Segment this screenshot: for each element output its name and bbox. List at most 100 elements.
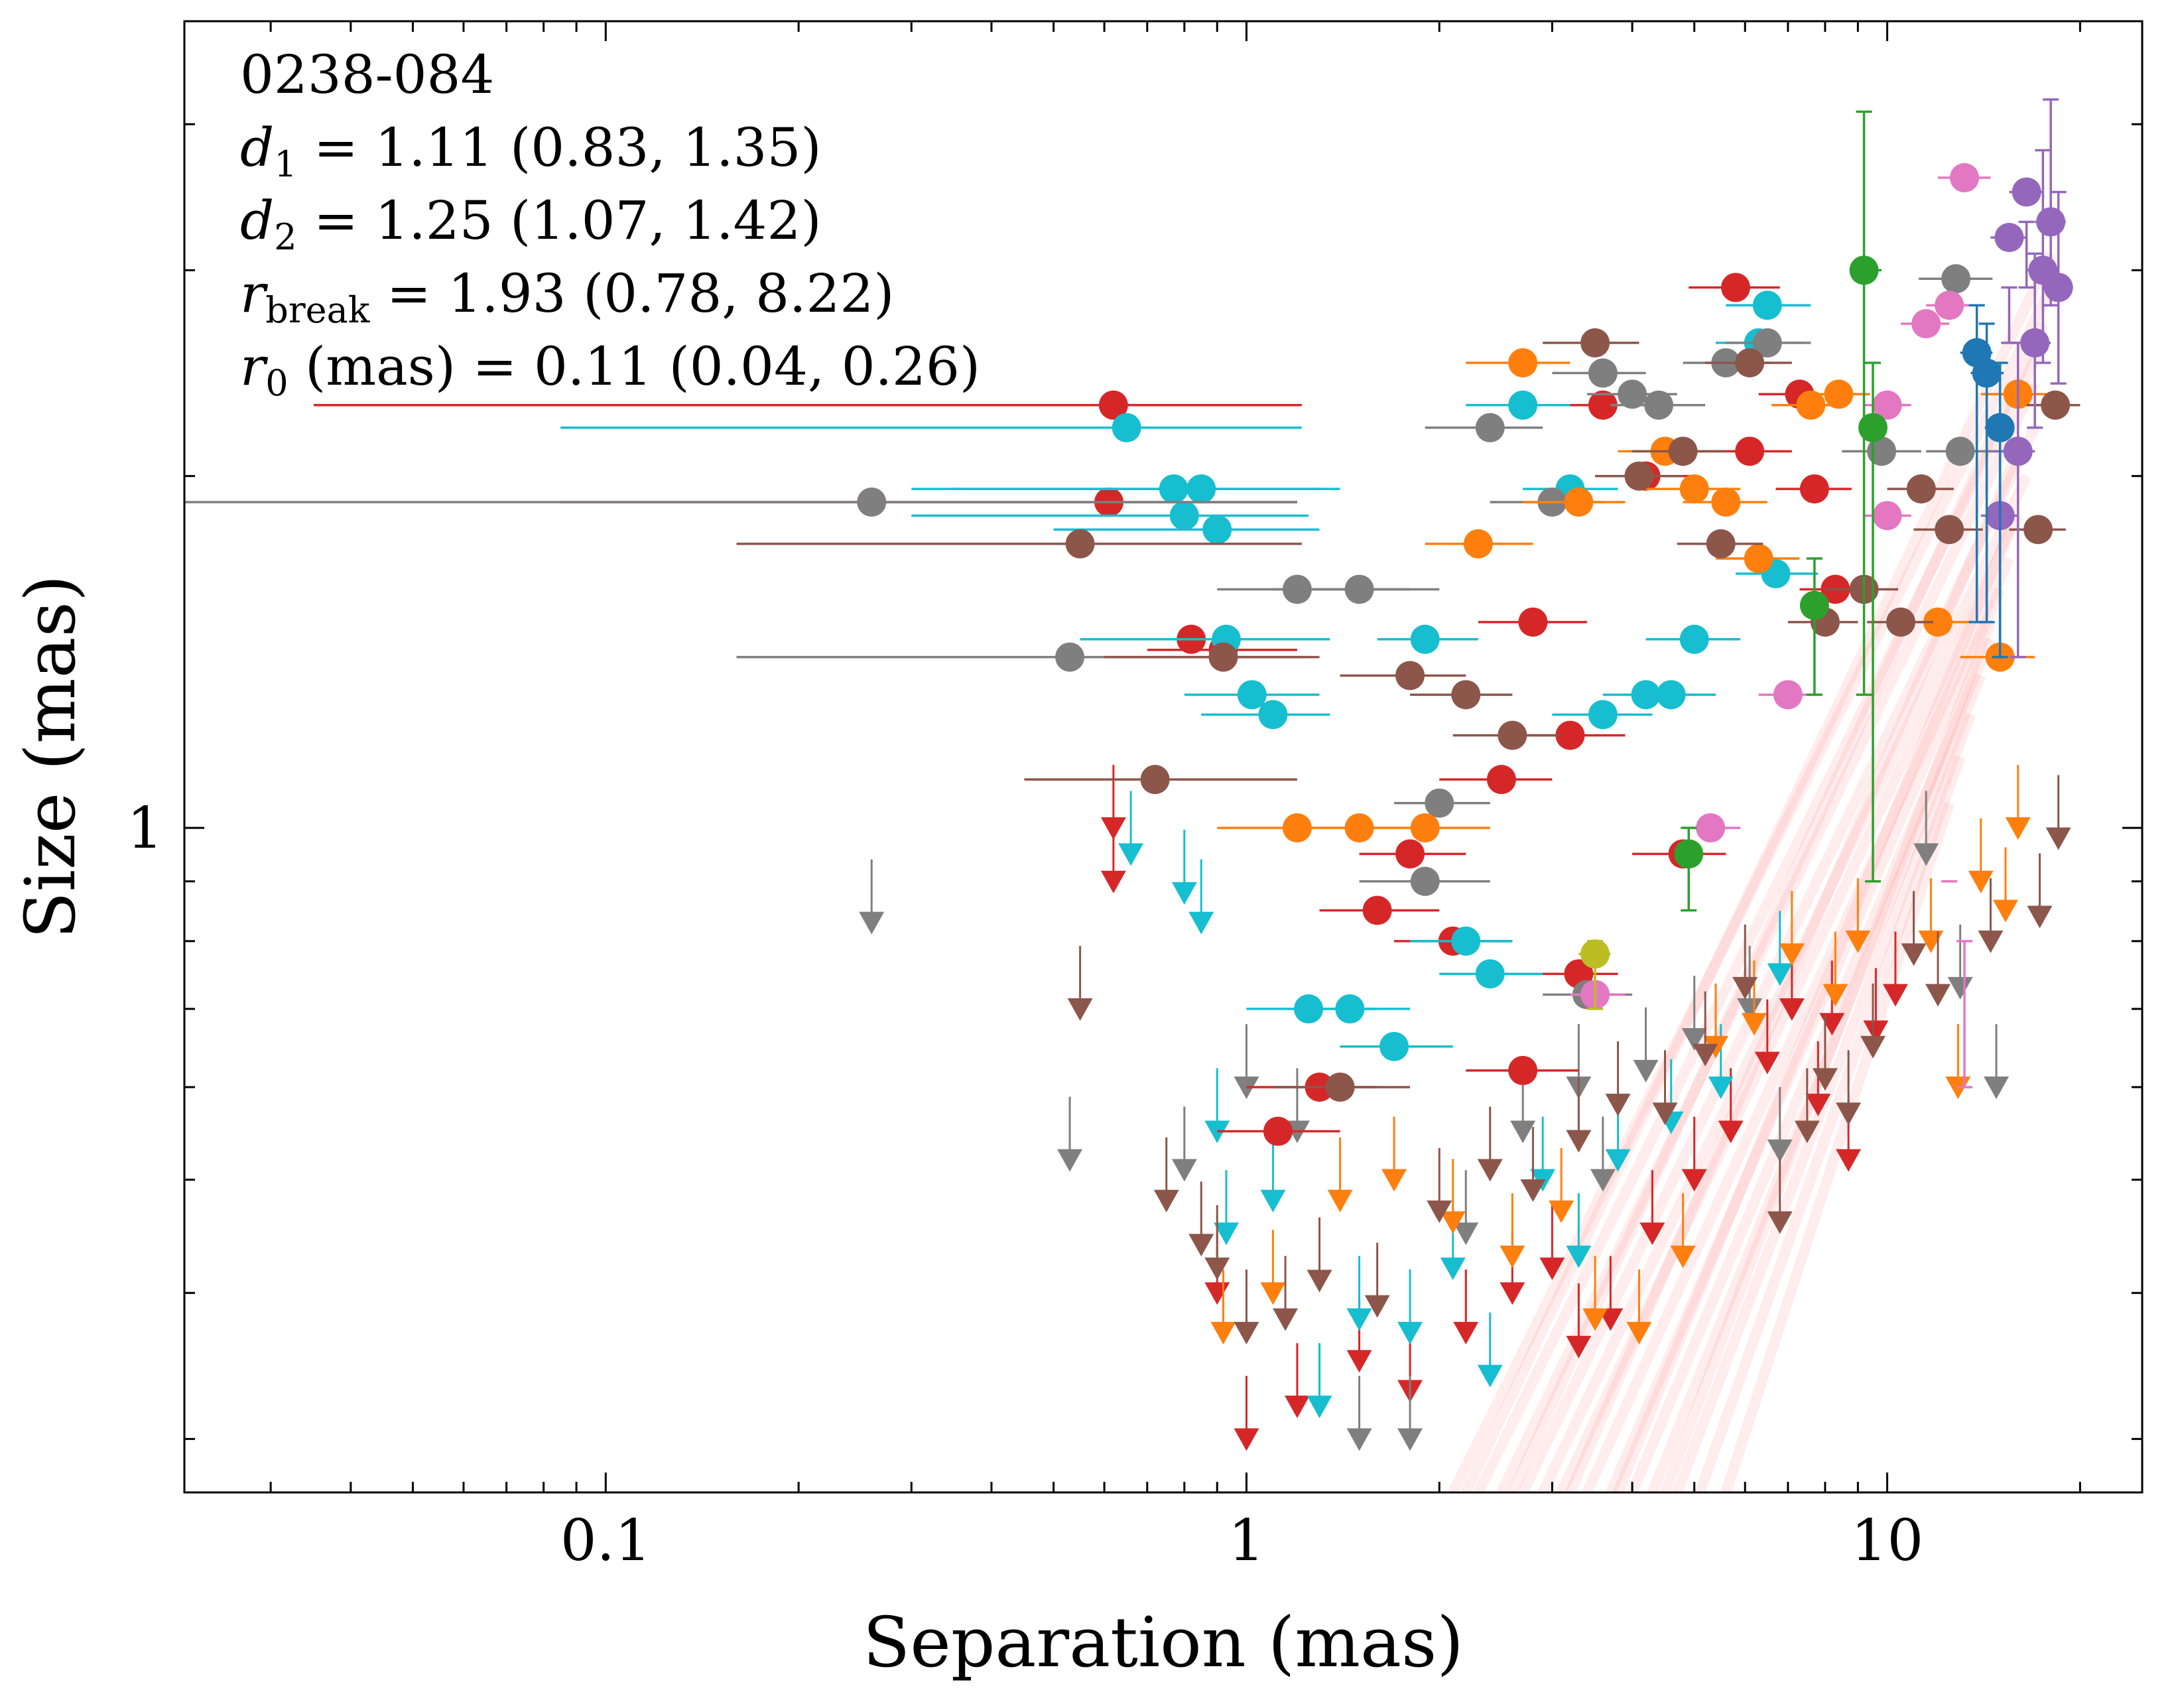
data-point-cyan [1645,624,1741,654]
data-point-gray [1394,788,1490,818]
data-marker [1911,309,1941,339]
data-marker [1463,529,1493,558]
x-tick-label: 0.1 [560,1508,651,1574]
data-marker [1580,328,1610,358]
data-point-brown [1273,1072,1411,1102]
y-axis-label: Size (mas) [10,574,91,939]
data-marker [1498,720,1527,750]
data-marker [1950,163,1980,192]
fit-parameter-0: d1 = 1.11 (0.83, 1.35) [240,117,822,185]
data-marker [1410,624,1440,654]
upper-limit-marker-orange [1741,1013,1767,1036]
data-marker [1720,273,1750,302]
data-marker [1752,291,1782,320]
data-point-cyan [1410,926,1513,956]
data-point-cyan [1552,700,1653,730]
data-marker [1624,461,1654,491]
model-fit-line [1613,527,2014,1492]
upper-limit-marker-red [1779,998,1805,1021]
fit-parameter-1: d2 = 1.25 (1.07, 1.42) [240,190,822,258]
data-point-green [1849,110,1882,696]
data-marker [1945,436,1975,466]
x-tick-label: 10 [1851,1508,1923,1574]
data-point-cyan [1297,994,1411,1024]
upper-limit-marker-red [1346,1350,1372,1373]
upper-limit-marker-brown [1234,1321,1259,1345]
data-point-brown [736,529,1302,558]
upper-limit-marker-orange [1500,1245,1525,1268]
upper-limit-marker-brown [2045,827,2071,850]
upper-limit-marker-gray [1510,1120,1536,1144]
upper-limit-marker-orange [1779,943,1805,966]
data-marker [1588,390,1618,420]
upper-limit-marker-cyan [1767,963,1793,986]
upper-limit-marker-cyan [1307,1395,1332,1418]
data-point-gray [1726,328,1811,358]
upper-limit-marker-cyan [1566,1245,1592,1268]
upper-limit-marker-gray [1397,1428,1423,1451]
upper-limit-marker-cyan [1605,1149,1631,1172]
upper-limit-marker-orange [1549,1200,1574,1223]
data-point-cyan [954,474,1340,504]
upper-limit-marker-red [1539,1257,1565,1280]
data-point-purple [2009,177,2043,289]
upper-limit-marker-cyan [1440,1257,1466,1280]
data-marker [1735,436,1765,466]
data-point-cyan [1625,680,1716,710]
data-marker [857,487,887,517]
upper-limit-marker-orange [1968,870,1994,893]
data-marker [1799,590,1829,620]
data-point-gray [1926,436,1997,466]
upper-limit-marker-brown [1693,1043,1718,1067]
upper-limit-marker-red [1681,1169,1707,1192]
fit-parameter-2: rbreak = 1.93 (0.78, 8.22) [240,263,895,331]
upper-limit-marker-cyan [1118,843,1144,866]
upper-limit-marker-brown [1812,1068,1838,1091]
data-marker [2012,177,2041,207]
upper-limit-marker-cyan [1397,1321,1423,1345]
data-point-red [1775,474,1852,504]
data-marker [1258,700,1288,730]
upper-limit-marker-gray [1171,1159,1197,1182]
upper-limit-marker-brown [1188,1234,1214,1257]
data-point-brown [1913,515,1983,545]
data-point-red [1689,273,1780,302]
data-marker [1564,487,1594,517]
data-point-brown [1887,474,1954,504]
data-marker [1744,544,1773,574]
upper-limit-marker-gray [1633,1059,1659,1083]
data-point-orange [1523,487,1626,517]
upper-limit-marker-orange [1626,1321,1652,1345]
upper-limit-marker-brown [1204,1257,1230,1280]
data-marker [1395,661,1425,690]
data-point-gray [1610,390,1706,420]
upper-limit-marker-orange [1381,1169,1407,1192]
data-marker [1325,1072,1355,1102]
data-point-purple [2043,190,2073,385]
plot-area-frame [183,20,2144,1494]
data-point-brown [1340,661,1466,690]
data-marker [1994,223,2024,253]
upper-limit-marker-brown [1652,1102,1678,1126]
upper-limit-marker-orange [1210,1321,1236,1345]
data-point-red [1217,1116,1340,1146]
data-point-gray [184,487,1297,517]
upper-limit-marker-red [1284,1395,1310,1418]
upper-limit-marker-cyan [1346,1308,1372,1331]
data-marker [1935,291,1964,320]
data-point-cyan [1340,1031,1453,1061]
upper-limit-marker-orange [1992,899,2018,923]
data-marker [1112,413,1141,442]
data-marker [2036,207,2066,237]
data-point-gray [1425,413,1543,442]
upper-limit-marker-gray [1590,1169,1616,1192]
upper-limit-marker-gray [1057,1149,1083,1172]
upper-limit-marker-red [1566,1335,1592,1358]
data-marker [1237,680,1267,710]
data-marker [1872,390,1902,420]
upper-limit-marker-brown [1566,1130,1592,1153]
upper-limit-marker-gray [1737,998,1763,1021]
data-point-brown [1705,348,1792,377]
data-marker [1098,390,1128,420]
